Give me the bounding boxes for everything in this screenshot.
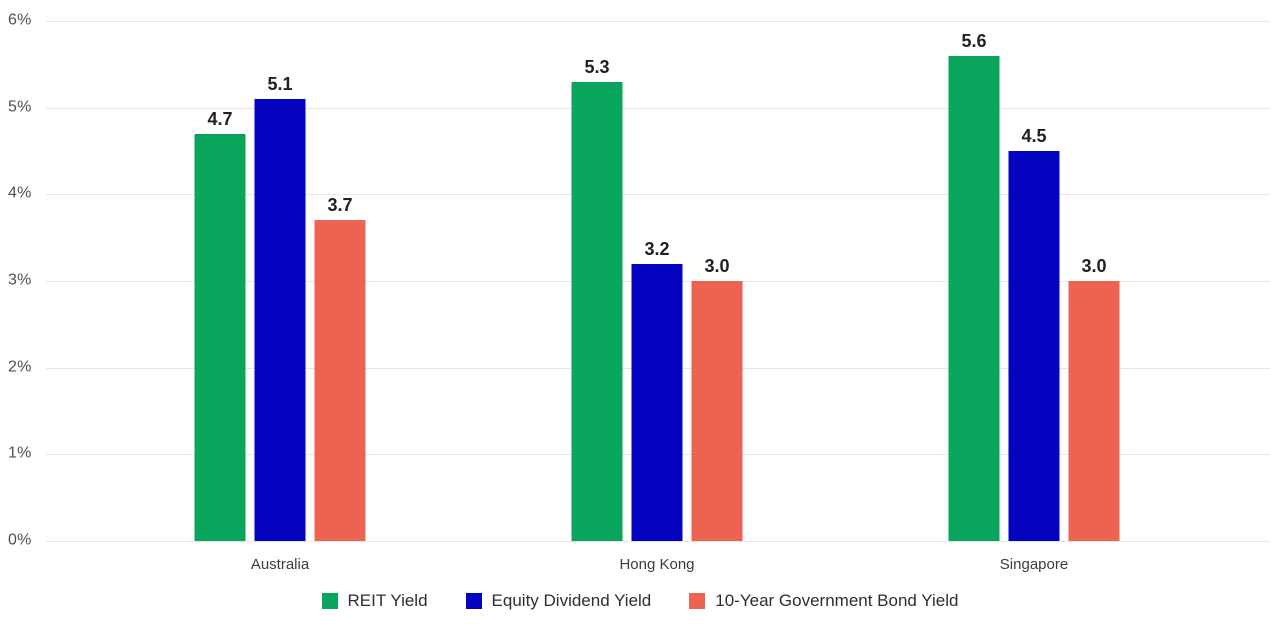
y-axis-tick-label: 6% [8,11,32,29]
legend-label: Equity Dividend Yield [491,591,652,610]
legend-label: 10-Year Government Bond Yield [715,591,959,610]
bar-value-label: 3.0 [1081,256,1107,276]
y-axis-tick-label: 2% [8,358,32,376]
bar-reit-yield-australia [194,133,246,541]
bar-value-label: 5.3 [584,56,610,77]
x-axis-category-label: Singapore [999,556,1069,573]
legend: REIT Yield Equity Dividend Yield 10-Year G… [0,591,1280,611]
x-axis-category-label: Australia [250,556,310,573]
bar-column: 5.1 [254,74,306,541]
y-axis-tick-label: 0% [8,531,32,549]
y-axis-tick-label: 5% [8,98,32,116]
bar-value-label: 3.7 [327,195,353,216]
bar-column: 3.0 [1068,256,1120,541]
bar-column: 4.5 [1008,126,1060,541]
x-axis-category-label: Hong Kong [619,556,695,573]
legend-item-10-year-government-bond-yield: 10-Year Government Bond Yield [689,591,958,611]
y-axis-tick-label: 1% [8,444,32,462]
bar-reit-yield-hong-kong [571,81,623,541]
bar-group-singapore: 5.6 4.5 3.0 [948,21,1120,541]
legend-swatch-icon [689,593,706,609]
bar-10-year-government-bond-yield-singapore [1068,281,1120,541]
bar-value-label: 5.1 [267,74,293,94]
bar-column: 3.2 [631,238,683,541]
bar-column: 3.0 [691,256,743,541]
bar-10-year-government-bond-yield-hong-kong [691,281,743,541]
gridline [46,21,1270,22]
gridline [46,541,1270,542]
bar-value-label: 3.2 [644,238,670,259]
bar-column: 5.3 [571,56,623,541]
bar-10-year-government-bond-yield-australia [314,220,366,541]
legend-item-equity-dividend-yield: Equity Dividend Yield [465,591,652,611]
bar-column: 4.7 [194,108,246,541]
legend-swatch-icon [465,593,482,609]
legend-label: REIT Yield [347,591,428,610]
bar-column: 5.6 [948,30,1000,541]
bar-reit-yield-singapore [948,55,1000,541]
bar-value-label: 4.7 [207,108,233,129]
bar-equity-dividend-yield-australia [254,99,306,541]
bar-value-label: 5.6 [961,30,987,51]
bar-equity-dividend-yield-hong-kong [631,263,683,541]
legend-item-reit-yield: REIT Yield [321,591,428,611]
bar-value-label: 4.5 [1021,126,1047,146]
bar-value-label: 3.0 [704,256,730,276]
bar-group-australia: 4.7 5.1 3.7 [194,21,366,541]
gridline [46,194,1270,196]
bar-column: 3.7 [314,195,366,541]
y-axis-tick-label: 4% [8,184,32,202]
legend-swatch-icon [321,593,338,609]
plot-area: 4.7 5.1 3.7 5.3 3.2 3.0 5.6 4.5 3.0 [46,21,1270,542]
y-axis-tick-label: 3% [8,271,32,289]
bar-group-hong-kong: 5.3 3.2 3.0 [571,21,743,541]
gridline [46,107,1270,109]
bar-equity-dividend-yield-singapore [1008,151,1060,541]
